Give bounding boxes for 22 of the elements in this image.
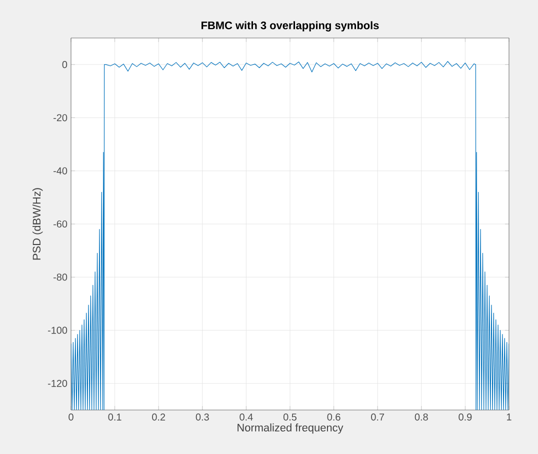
x-tick-label: 0.9 <box>458 414 472 421</box>
y-axis-title: PSD (dBW/Hz) <box>32 188 43 260</box>
chart-title: FBMC with 3 overlapping symbols <box>202 21 379 32</box>
x-tick-label: 0.5 <box>283 414 297 421</box>
y-tick-label: -80 <box>54 274 68 281</box>
x-tick-label: 0.1 <box>108 414 122 421</box>
y-tick-label: -20 <box>54 114 68 122</box>
y-tick-label: -100 <box>48 326 68 334</box>
y-tick-label: -120 <box>48 380 68 387</box>
line-series <box>71 61 510 410</box>
x-tick-label: 0.7 <box>371 414 384 421</box>
y-tick-label: 0 <box>62 61 68 68</box>
y-tick-label: -40 <box>54 167 68 174</box>
x-tick-label: 0.4 <box>240 414 253 421</box>
x-axis-title: Normalized frequency <box>238 423 344 434</box>
x-tick-label: 0.2 <box>152 414 166 421</box>
x-tick-label: 1 <box>507 414 512 420</box>
x-tick-label: 0 <box>68 414 74 421</box>
x-tick-label: 0.3 <box>196 414 209 421</box>
x-tick-label: 0.8 <box>414 414 428 421</box>
y-tick-label: -60 <box>54 220 68 228</box>
x-tick-label: 0.6 <box>327 414 340 421</box>
